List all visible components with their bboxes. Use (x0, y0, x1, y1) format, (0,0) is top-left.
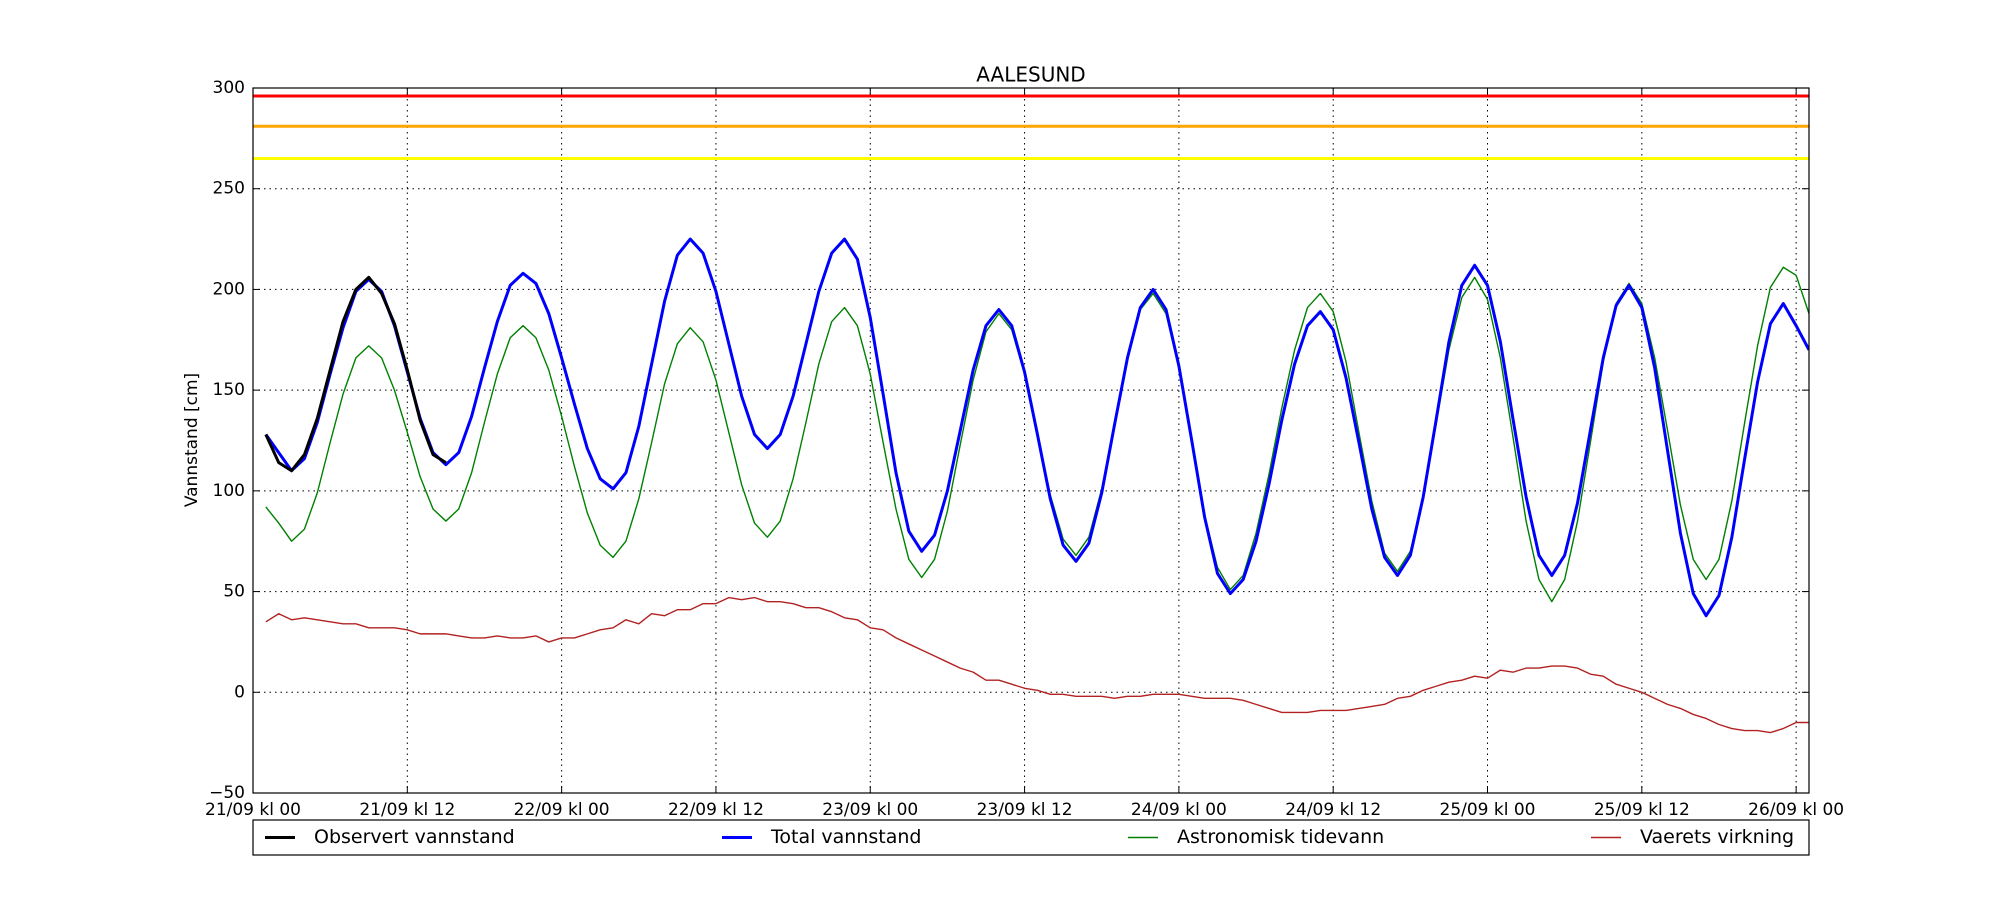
x-tick-label: 23/09 kl 12 (977, 800, 1073, 820)
series-line (265, 596, 1809, 734)
x-tick-label: 21/09 kl 12 (359, 800, 455, 820)
x-tick-label: 24/09 kl 12 (1285, 800, 1381, 820)
legend-label: Total vannstand (770, 826, 921, 848)
x-tick-label: 21/09 kl 00 (205, 800, 301, 820)
y-tick-label: 50 (223, 582, 245, 602)
legend-label: Vaerets virkning (1640, 826, 1794, 848)
x-tick-label: 24/09 kl 00 (1131, 800, 1227, 820)
chart-title: AALESUND (976, 63, 1085, 87)
x-tick-label: 22/09 kl 12 (668, 800, 764, 820)
y-tick-label: 150 (213, 380, 245, 400)
y-tick-label: −50 (209, 783, 245, 803)
series-line (264, 275, 447, 473)
x-tick-label: 22/09 kl 00 (514, 800, 610, 820)
legend-label: Astronomisk tidevann (1177, 826, 1384, 848)
y-tick-label: 0 (234, 682, 245, 702)
plot-frame (252, 87, 1810, 794)
x-tick-label: 23/09 kl 00 (822, 800, 918, 820)
y-tick-label: 250 (213, 179, 245, 199)
x-tick-label: 25/09 kl 00 (1440, 800, 1536, 820)
x-tick-label: 25/09 kl 12 (1594, 800, 1690, 820)
legend-label: Observert vannstand (314, 826, 515, 848)
y-tick-label: 100 (213, 481, 245, 501)
y-axis-label: Vannstand [cm] (182, 373, 202, 507)
x-tick-label: 26/09 kl 00 (1748, 800, 1844, 820)
y-tick-label: 300 (213, 78, 245, 98)
legend-box (252, 819, 1810, 856)
series-line (264, 237, 1809, 618)
y-tick-label: 200 (213, 279, 245, 299)
